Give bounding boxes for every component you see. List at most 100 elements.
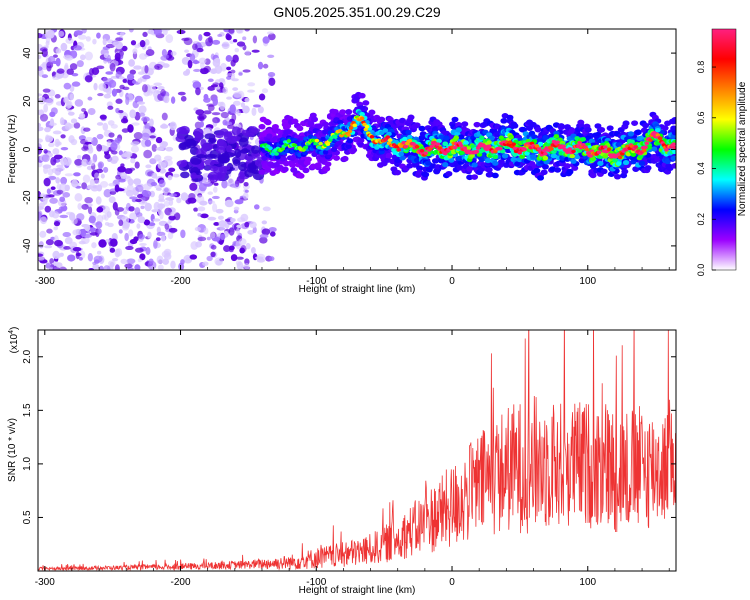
- spectrogram-noise-blob: [41, 48, 48, 58]
- spectrogram-noise-blob: [157, 198, 166, 203]
- spectrogram-noise-blob: [105, 71, 114, 75]
- spectrogram-noise-blob: [203, 97, 211, 103]
- spectrogram-ridge-cell: [413, 122, 421, 129]
- spectrogram-noise-blob: [244, 50, 251, 56]
- spectrogram-noise-blob: [93, 255, 103, 263]
- spectrogram-noise-blob: [176, 160, 188, 168]
- spectrogram-noise-blob: [197, 236, 207, 242]
- spectrogram-ridge-cell: [561, 144, 567, 149]
- spectrogram-ridge-cell: [501, 153, 509, 159]
- spectrogram-ridge-cell: [633, 145, 639, 149]
- spectrogram-noise-blob: [87, 252, 93, 262]
- spectrogram-noise-blob: [110, 150, 118, 155]
- spectrogram-noise-blob: [215, 208, 224, 214]
- spectrogram-noise-blob: [118, 76, 125, 80]
- spectrogram-noise-blob: [88, 215, 96, 224]
- spectrogram-ridge-cell: [537, 147, 542, 151]
- spectrogram-noise-blob: [81, 29, 87, 34]
- spectrogram-noise-blob: [235, 260, 242, 266]
- spectrogram-ridge-cell: [541, 163, 549, 170]
- spectrogram-noise-blob: [43, 149, 48, 154]
- spectrogram-noise-blob: [234, 47, 240, 53]
- spectrogram-noise-blob: [41, 154, 50, 163]
- spectrogram-noise-blob: [215, 132, 224, 139]
- spectrogram-noise-blob: [207, 191, 214, 195]
- spectrogram-ridge-cell: [540, 169, 548, 176]
- spectrogram-noise-blob: [228, 29, 235, 34]
- spectrogram-noise-blob: [133, 178, 142, 185]
- spectrogram-noise-blob: [242, 36, 247, 41]
- spectrogram-noise-blob: [39, 230, 47, 238]
- spectrogram-ridge-cell: [492, 154, 499, 160]
- spectrogram-noise-blob: [206, 236, 211, 241]
- spectrogram-ridge-cell: [423, 151, 428, 155]
- spectrogram-noise-blob: [48, 175, 57, 180]
- spectrogram-ridge-cell: [479, 135, 485, 141]
- spectrogram-noise-blob: [141, 132, 150, 140]
- spectrogram-ridge-cell: [648, 138, 653, 143]
- spectrogram-noise-blob: [230, 59, 236, 67]
- spectrogram-ridge-cell: [580, 137, 587, 142]
- spectrogram-ridge-cell: [335, 140, 343, 146]
- spectrogram-noise-blob: [223, 245, 231, 253]
- spectrogram-noise-blob: [56, 189, 64, 195]
- spectrogram-noise-blob: [125, 189, 134, 197]
- spectrogram-noise-blob: [106, 54, 112, 64]
- spectrogram-noise-blob: [168, 193, 178, 197]
- spectrogram-y-label: Frequency (Hz): [7, 115, 18, 184]
- spectrogram-ridge-cell: [486, 140, 493, 145]
- spectrogram-noise-blob: [55, 48, 62, 54]
- spectrogram-noise-blob: [224, 199, 234, 208]
- spectrogram-noise-blob: [170, 260, 176, 269]
- spectrogram-noise-blob: [160, 124, 169, 129]
- spectrogram-noise-blob: [83, 233, 93, 238]
- spectrogram-noise-blob: [212, 96, 219, 106]
- spectrogram-ridge-cell: [324, 161, 332, 167]
- spectrogram-noise-blob: [122, 224, 130, 231]
- spectrogram-noise-blob: [211, 195, 220, 200]
- spectrogram-noise-blob: [71, 81, 81, 87]
- spectrogram-noise-blob: [156, 231, 166, 237]
- spectrogram-noise-blob: [163, 95, 170, 104]
- spectrogram-noise-blob: [129, 69, 136, 75]
- spectrogram-noise-blob: [119, 84, 125, 90]
- spectrogram-noise-blob: [205, 37, 214, 47]
- spectrogram-noise-blob: [99, 180, 109, 188]
- spectrogram-noise-blob: [242, 69, 251, 73]
- spectrogram-noise-blob: [128, 59, 135, 67]
- spectrogram-ridge-cell: [543, 151, 548, 156]
- spectrogram-noise-blob: [134, 264, 141, 270]
- spectrogram-noise-blob: [267, 54, 275, 59]
- spectrogram-ridge-cell: [296, 125, 304, 132]
- spectrogram-noise-blob: [207, 200, 216, 204]
- spectrogram-ridge-cell: [346, 133, 352, 137]
- spectrogram-noise-blob: [128, 229, 134, 237]
- spectrogram-noise-blob: [138, 112, 146, 117]
- spectrogram-ridge-cell: [615, 161, 622, 166]
- spectrogram-noise-blob: [70, 138, 78, 146]
- spectrogram-noise-blob: [69, 93, 74, 101]
- spectrogram-noise-blob: [240, 102, 246, 108]
- spectrogram-ridge-cell: [492, 160, 499, 166]
- spectrogram-ridge-cell: [258, 169, 266, 175]
- spectrogram-ridge-cell: [352, 123, 358, 128]
- spectrogram-noise-blob: [164, 159, 173, 167]
- spectrogram-noise-blob: [110, 124, 118, 129]
- spectrogram-ridge-cell: [627, 131, 635, 137]
- spectrogram-noise-blob: [256, 258, 266, 263]
- colorbar-gradient: [711, 28, 737, 271]
- spectrogram-ridge-cell: [346, 138, 354, 144]
- spectrogram-noise-blob: [167, 174, 173, 181]
- spectrogram-ridge-cell: [345, 109, 353, 115]
- spectrogram-noise-blob: [192, 43, 198, 51]
- spectrogram-noise-blob: [210, 84, 219, 88]
- spectrogram-noise-blob: [76, 155, 82, 160]
- spectrogram-noise-blob: [164, 187, 169, 193]
- spectrogram-ridge-cell: [445, 170, 453, 177]
- spectrogram-ridge-cell: [424, 160, 432, 166]
- spectrogram-ridge-cell: [474, 149, 480, 154]
- spectrogram-noise-blob: [71, 217, 78, 225]
- spectrogram-noise-blob: [64, 55, 74, 61]
- spectrogram-noise-blob: [242, 192, 249, 200]
- spectrogram-ridge-cell: [341, 155, 349, 162]
